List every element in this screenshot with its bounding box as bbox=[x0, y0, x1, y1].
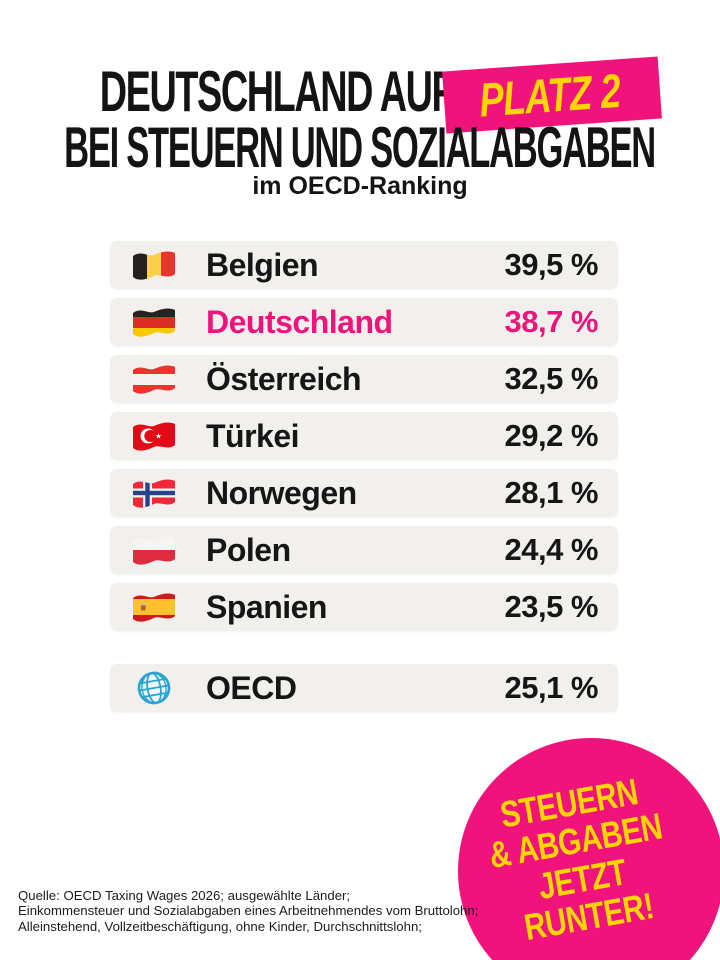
germany-flag-icon bbox=[130, 305, 178, 339]
country-label: Spanien bbox=[206, 588, 327, 625]
source-line: Alleinstehend, Vollzeitbeschäftigung, oh… bbox=[18, 918, 422, 934]
country-value: 25,1 % bbox=[504, 670, 598, 705]
country-label: Norwegen bbox=[206, 474, 357, 511]
country-label: Deutschland bbox=[206, 303, 393, 340]
country-value: 23,5 % bbox=[504, 589, 598, 624]
country-value: 28,1 % bbox=[504, 475, 598, 510]
country-value: 29,2 % bbox=[504, 418, 598, 453]
ranking-row-spanien: Spanien 23,5 % bbox=[110, 583, 618, 631]
austria-flag-icon bbox=[130, 362, 178, 396]
ranking-list: Belgien 39,5 % Deutschland 38,7 % bbox=[110, 241, 618, 721]
ranking-row-norwegen: Norwegen 28,1 % bbox=[110, 469, 618, 517]
ranking-row-oecd: OECD 25,1 % bbox=[110, 664, 618, 712]
country-label: Polen bbox=[206, 531, 291, 568]
spain-flag-icon bbox=[130, 590, 178, 624]
campaign-sticker: STEUERN & ABGABEN JETZT RUNTER! bbox=[458, 738, 720, 960]
ranking-row-polen: Polen 24,4 % bbox=[110, 526, 618, 574]
title-line1: DEUTSCHLAND AUF bbox=[99, 60, 454, 124]
country-value: 38,7 % bbox=[504, 304, 598, 339]
belgium-flag-icon bbox=[130, 248, 178, 282]
country-value: 39,5 % bbox=[504, 247, 598, 282]
norway-flag-icon bbox=[130, 476, 178, 510]
ranking-row-oesterreich: Österreich 32,5 % bbox=[110, 355, 618, 403]
country-label: Belgien bbox=[206, 246, 319, 283]
ranking-row-deutschland: Deutschland 38,7 % bbox=[110, 298, 618, 346]
title-line2-text: BEI STEUERN UND SOZIALABGABEN bbox=[64, 116, 657, 180]
poland-flag-icon bbox=[130, 533, 178, 567]
title-line2: BEI STEUERN UND SOZIALABGABEN bbox=[0, 116, 720, 180]
source-line: Quelle: OECD Taxing Wages 2026; ausgewäh… bbox=[18, 888, 351, 903]
turkey-flag-icon bbox=[130, 419, 178, 453]
source-line: Einkommensteuer und Sozialabgaben eines … bbox=[18, 903, 479, 919]
country-label: Türkei bbox=[206, 417, 300, 454]
country-value: 24,4 % bbox=[504, 532, 598, 567]
ranking-row-tuerkei: Türkei 29,2 % bbox=[110, 412, 618, 460]
ranking-row-belgien: Belgien 39,5 % bbox=[110, 241, 618, 289]
source-note: Quelle: OECD Taxing Wages 2026; ausgewäh… bbox=[18, 888, 478, 934]
country-label: OECD bbox=[206, 669, 297, 706]
country-label: Österreich bbox=[206, 360, 362, 397]
globe-icon bbox=[130, 671, 178, 705]
country-value: 32,5 % bbox=[504, 361, 598, 396]
campaign-sticker-text: STEUERN & ABGABEN JETZT RUNTER! bbox=[458, 766, 700, 955]
subtitle: im OECD-Ranking bbox=[252, 172, 468, 200]
title-line1-text: DEUTSCHLAND AUF bbox=[99, 60, 454, 124]
